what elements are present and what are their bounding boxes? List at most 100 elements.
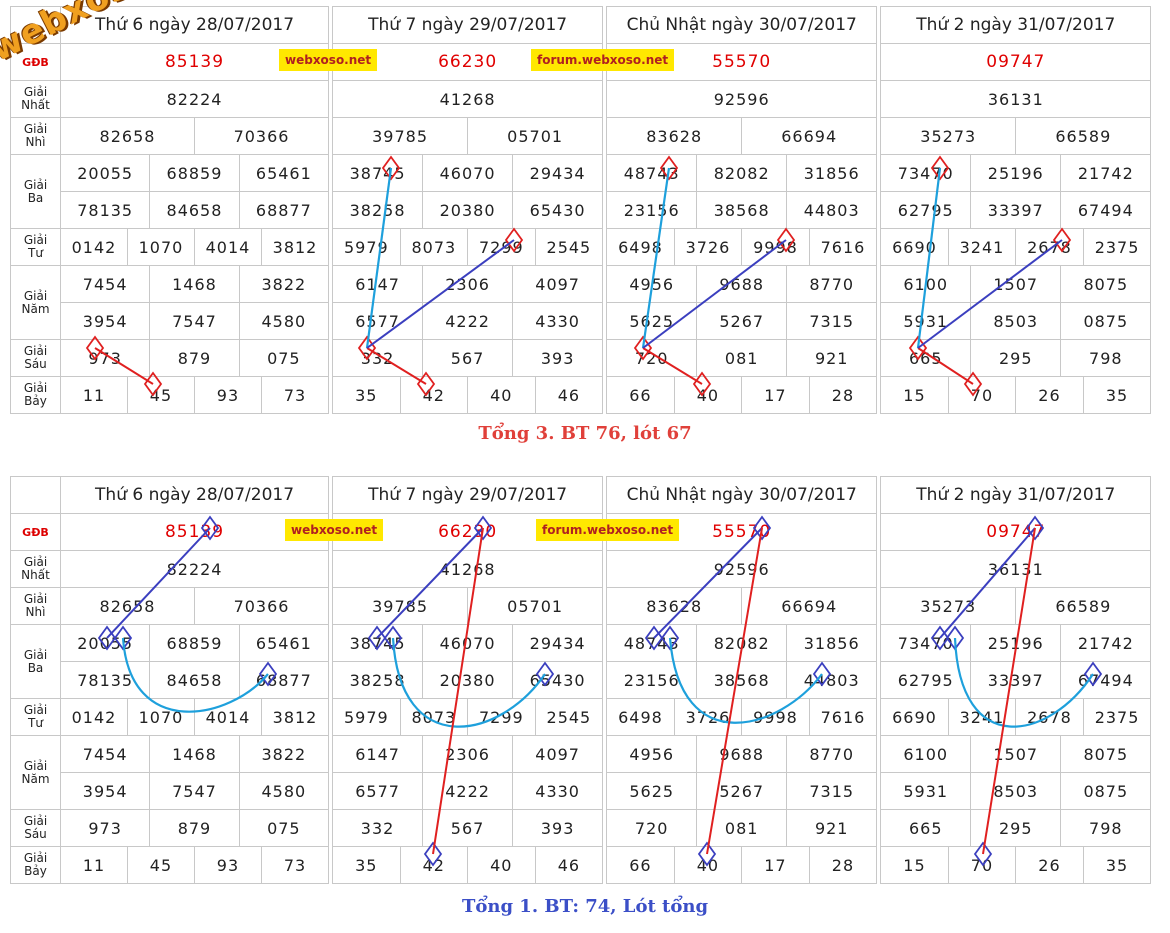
fifth-prize: 5625 bbox=[606, 772, 698, 810]
row-nam: Giải Năm 7454 1468 3822 6147 2306 4097 4956 9688 8… bbox=[10, 735, 1152, 810]
fifth-prize: 2306 bbox=[422, 265, 514, 303]
fourth-prize: 3726 bbox=[673, 698, 743, 736]
fifth-prize: 4580 bbox=[238, 772, 330, 810]
row-tu: Giải Tư 0142 1070 4014 3812 5979 8073 7299 2545 64… bbox=[10, 698, 1152, 736]
fourth-prize: 0142 bbox=[60, 228, 128, 266]
label-nhat: Giải Nhất bbox=[10, 550, 61, 588]
banner-webxoso-bottom[interactable]: webxoso.net bbox=[285, 519, 384, 541]
separator bbox=[602, 376, 608, 414]
first-prize: 92596 bbox=[606, 80, 878, 118]
fourth-prize: 7299 bbox=[467, 698, 536, 736]
first-prize: 41268 bbox=[332, 80, 604, 118]
sixth-prize: 921 bbox=[786, 809, 878, 847]
row-nam: 3954 7547 4580 6577 4222 4330 5625 5267 7315 5931… bbox=[11, 302, 1152, 340]
third-prize: 65461 bbox=[238, 154, 330, 192]
third-prize: 68859 bbox=[149, 154, 240, 192]
third-prize: 62795 bbox=[880, 191, 972, 229]
second-prize: 66694 bbox=[741, 117, 878, 155]
fourth-prize: 3241 bbox=[947, 228, 1017, 266]
separator bbox=[328, 698, 334, 736]
fourth-prize: 6498 bbox=[606, 698, 675, 736]
seventh-prize: 46 bbox=[534, 846, 604, 884]
third-prize: 48743 bbox=[606, 154, 698, 192]
fifth-prize: 4580 bbox=[238, 302, 330, 340]
sixth-prize: 075 bbox=[238, 339, 330, 377]
fifth-prize: 4222 bbox=[422, 302, 514, 340]
seventh-prize: 26 bbox=[1015, 846, 1084, 884]
sixth-prize: 798 bbox=[1060, 809, 1152, 847]
fifth-prize: 6147 bbox=[332, 735, 424, 773]
seventh-prize: 11 bbox=[60, 376, 128, 414]
third-prize: 23156 bbox=[606, 191, 698, 229]
fourth-prize: 4014 bbox=[193, 698, 262, 736]
second-prize: 83628 bbox=[606, 587, 743, 625]
third-prize: 29434 bbox=[512, 154, 604, 192]
sixth-prize: 879 bbox=[149, 339, 240, 377]
fifth-prize: 4222 bbox=[422, 772, 514, 810]
label-nhi: Giải Nhì bbox=[10, 587, 61, 625]
fourth-prize: 6498 bbox=[606, 228, 675, 266]
second-prize: 70366 bbox=[193, 117, 330, 155]
third-prize: 84658 bbox=[149, 661, 240, 699]
row-nam: 3954 7547 4580 6577 4222 4330 5625 5267 7315 5931… bbox=[11, 772, 1152, 810]
row-sau: Giải Sáu 973 879 075 332 567 393 720 081 921 665 295… bbox=[10, 339, 1152, 377]
fifth-prize: 8075 bbox=[1060, 265, 1152, 303]
sixth-prize: 973 bbox=[59, 809, 151, 847]
fourth-prize: 3812 bbox=[260, 228, 330, 266]
day-title: Thứ 6 ngày 28/07/2017 bbox=[59, 476, 330, 514]
sixth-prize: 720 bbox=[606, 809, 698, 847]
label-nam: Giải Năm bbox=[10, 265, 61, 340]
sixth-prize: 879 bbox=[149, 809, 240, 847]
third-prize: 73470 bbox=[880, 624, 972, 662]
sixth-prize: 720 bbox=[606, 339, 698, 377]
third-prize: 44803 bbox=[786, 661, 878, 699]
banner-webxoso-top[interactable]: webxoso.net bbox=[279, 49, 378, 71]
row-head: Thứ 6 ngày 28/07/2017 Thứ 7 ngày 29/07/20… bbox=[10, 476, 1152, 514]
seventh-prize: 40 bbox=[467, 846, 536, 884]
fourth-prize: 3726 bbox=[673, 228, 743, 266]
label-nhi: Giải Nhì bbox=[10, 117, 61, 155]
label-sau: Giải Sáu bbox=[10, 339, 61, 377]
fifth-prize: 1468 bbox=[149, 265, 240, 303]
fifth-prize: 1507 bbox=[970, 735, 1062, 773]
sixth-prize: 081 bbox=[696, 809, 788, 847]
row-ba: Giải Ba 20055 68859 65461 38745 46070 29434 4874… bbox=[10, 624, 1152, 699]
fourth-prize: 9998 bbox=[741, 698, 810, 736]
banner-forum-top[interactable]: forum.webxoso.net bbox=[531, 49, 675, 71]
row-bay: Giải Bảy 11 45 93 73 35 42 40 46 66 40 17 28 15 70 26 35 bbox=[10, 846, 1152, 884]
seventh-prize: 35 bbox=[332, 376, 401, 414]
row-bay: Giải Bảy 11 45 93 73 35 42 40 46 66 40 17 28 15 70 26 35 bbox=[10, 376, 1152, 414]
label-gdb: GĐB bbox=[10, 43, 61, 81]
fifth-prize: 6147 bbox=[332, 265, 424, 303]
day-title: Thứ 2 ngày 31/07/2017 bbox=[880, 6, 1152, 44]
label-bay: Giải Bảy bbox=[10, 376, 61, 414]
row-ba: 78135 84658 68877 38258 20380 65430 23156 38568… bbox=[11, 661, 1152, 699]
fourth-prize: 7616 bbox=[808, 228, 878, 266]
fifth-prize: 7454 bbox=[59, 265, 151, 303]
fifth-prize: 5931 bbox=[880, 772, 972, 810]
third-prize: 38258 bbox=[332, 191, 424, 229]
sixth-prize: 332 bbox=[332, 809, 424, 847]
third-prize: 21742 bbox=[1060, 154, 1152, 192]
fourth-prize: 2545 bbox=[534, 698, 604, 736]
third-prize: 82082 bbox=[696, 154, 788, 192]
fifth-prize: 1507 bbox=[970, 265, 1062, 303]
label-ba: Giải Ba bbox=[10, 624, 61, 699]
label-gdb: GĐB bbox=[10, 513, 61, 551]
seventh-prize: 93 bbox=[193, 376, 262, 414]
fifth-prize: 4330 bbox=[512, 772, 604, 810]
fifth-prize: 5267 bbox=[696, 772, 788, 810]
fifth-prize: 8075 bbox=[1060, 735, 1152, 773]
label-ba: Giải Ba bbox=[10, 154, 61, 229]
row-nhi: Giải Nhì 82658 70366 39785 05701 83628 66694 352… bbox=[10, 117, 1152, 155]
label-sau: Giải Sáu bbox=[10, 809, 61, 847]
row-nam: Giải Năm 7454 1468 3822 6147 2306 4097 4956 9688 8… bbox=[10, 265, 1152, 340]
third-prize: 25196 bbox=[970, 154, 1062, 192]
seventh-prize: 35 bbox=[1082, 376, 1152, 414]
banner-forum-bottom[interactable]: forum.webxoso.net bbox=[536, 519, 680, 541]
seventh-prize: 35 bbox=[332, 846, 401, 884]
first-prize: 36131 bbox=[880, 80, 1152, 118]
label-bay: Giải Bảy bbox=[10, 846, 61, 884]
seventh-prize: 73 bbox=[260, 846, 330, 884]
label-tu: Giải Tư bbox=[10, 698, 61, 736]
